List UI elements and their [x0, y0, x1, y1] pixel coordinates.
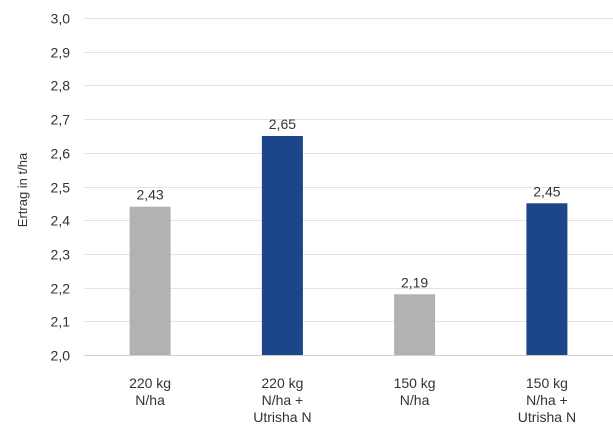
- data-labels: 2,43 2,65 2,19 2,45: [136, 116, 560, 290]
- x-category-label-line: Utrisha N: [518, 409, 576, 425]
- y-axis-title: Ertrag in t/ha: [15, 152, 30, 227]
- bar-data-label: 2,19: [401, 274, 428, 290]
- bar: [394, 294, 436, 355]
- x-category-label: 150 kg N/ha + Utrisha N: [518, 375, 576, 425]
- x-category-label-line: N/ha: [135, 392, 165, 408]
- x-category-label-line: N/ha +: [262, 392, 304, 408]
- x-category-label: 220 kg N/ha + Utrisha N: [253, 375, 311, 425]
- x-category-label-line: 150 kg: [526, 375, 568, 391]
- y-tick-label: 2,7: [51, 112, 71, 128]
- y-tick-label: 2,6: [51, 146, 71, 162]
- y-axis-tick-labels: 2,0 2,1 2,2 2,3 2,4 2,5 2,6 2,7 2,8 2,9 3,0: [51, 11, 71, 364]
- y-tick-label: 2,8: [51, 78, 71, 94]
- bar: [129, 206, 171, 355]
- x-category-label: 150 kg N/ha: [394, 375, 436, 408]
- bar-data-label: 2,43: [136, 187, 163, 203]
- x-category-label-line: Utrisha N: [253, 409, 311, 425]
- x-category-label-line: N/ha: [400, 392, 430, 408]
- x-category-label-line: 150 kg: [394, 375, 436, 391]
- bar: [261, 136, 303, 355]
- y-tick-label: 2,0: [51, 348, 71, 364]
- y-tick-label: 2,9: [51, 45, 71, 61]
- x-category-label: 220 kg N/ha: [129, 375, 171, 408]
- bar-data-label: 2,65: [269, 116, 296, 132]
- bars: [129, 136, 568, 355]
- y-tick-label: 2,2: [51, 281, 71, 297]
- y-tick-label: 2,1: [51, 314, 71, 330]
- y-tick-label: 2,3: [51, 247, 71, 263]
- gridlines: [84, 18, 613, 356]
- x-category-label-line: N/ha +: [526, 392, 568, 408]
- x-category-label-line: 220 kg: [261, 375, 303, 391]
- y-tick-label: 2,4: [51, 213, 71, 229]
- bar: [526, 203, 568, 355]
- x-category-label-line: 220 kg: [129, 375, 171, 391]
- y-tick-label: 3,0: [51, 11, 71, 27]
- y-tick-label: 2,5: [51, 180, 71, 196]
- bar-data-label: 2,45: [533, 183, 560, 199]
